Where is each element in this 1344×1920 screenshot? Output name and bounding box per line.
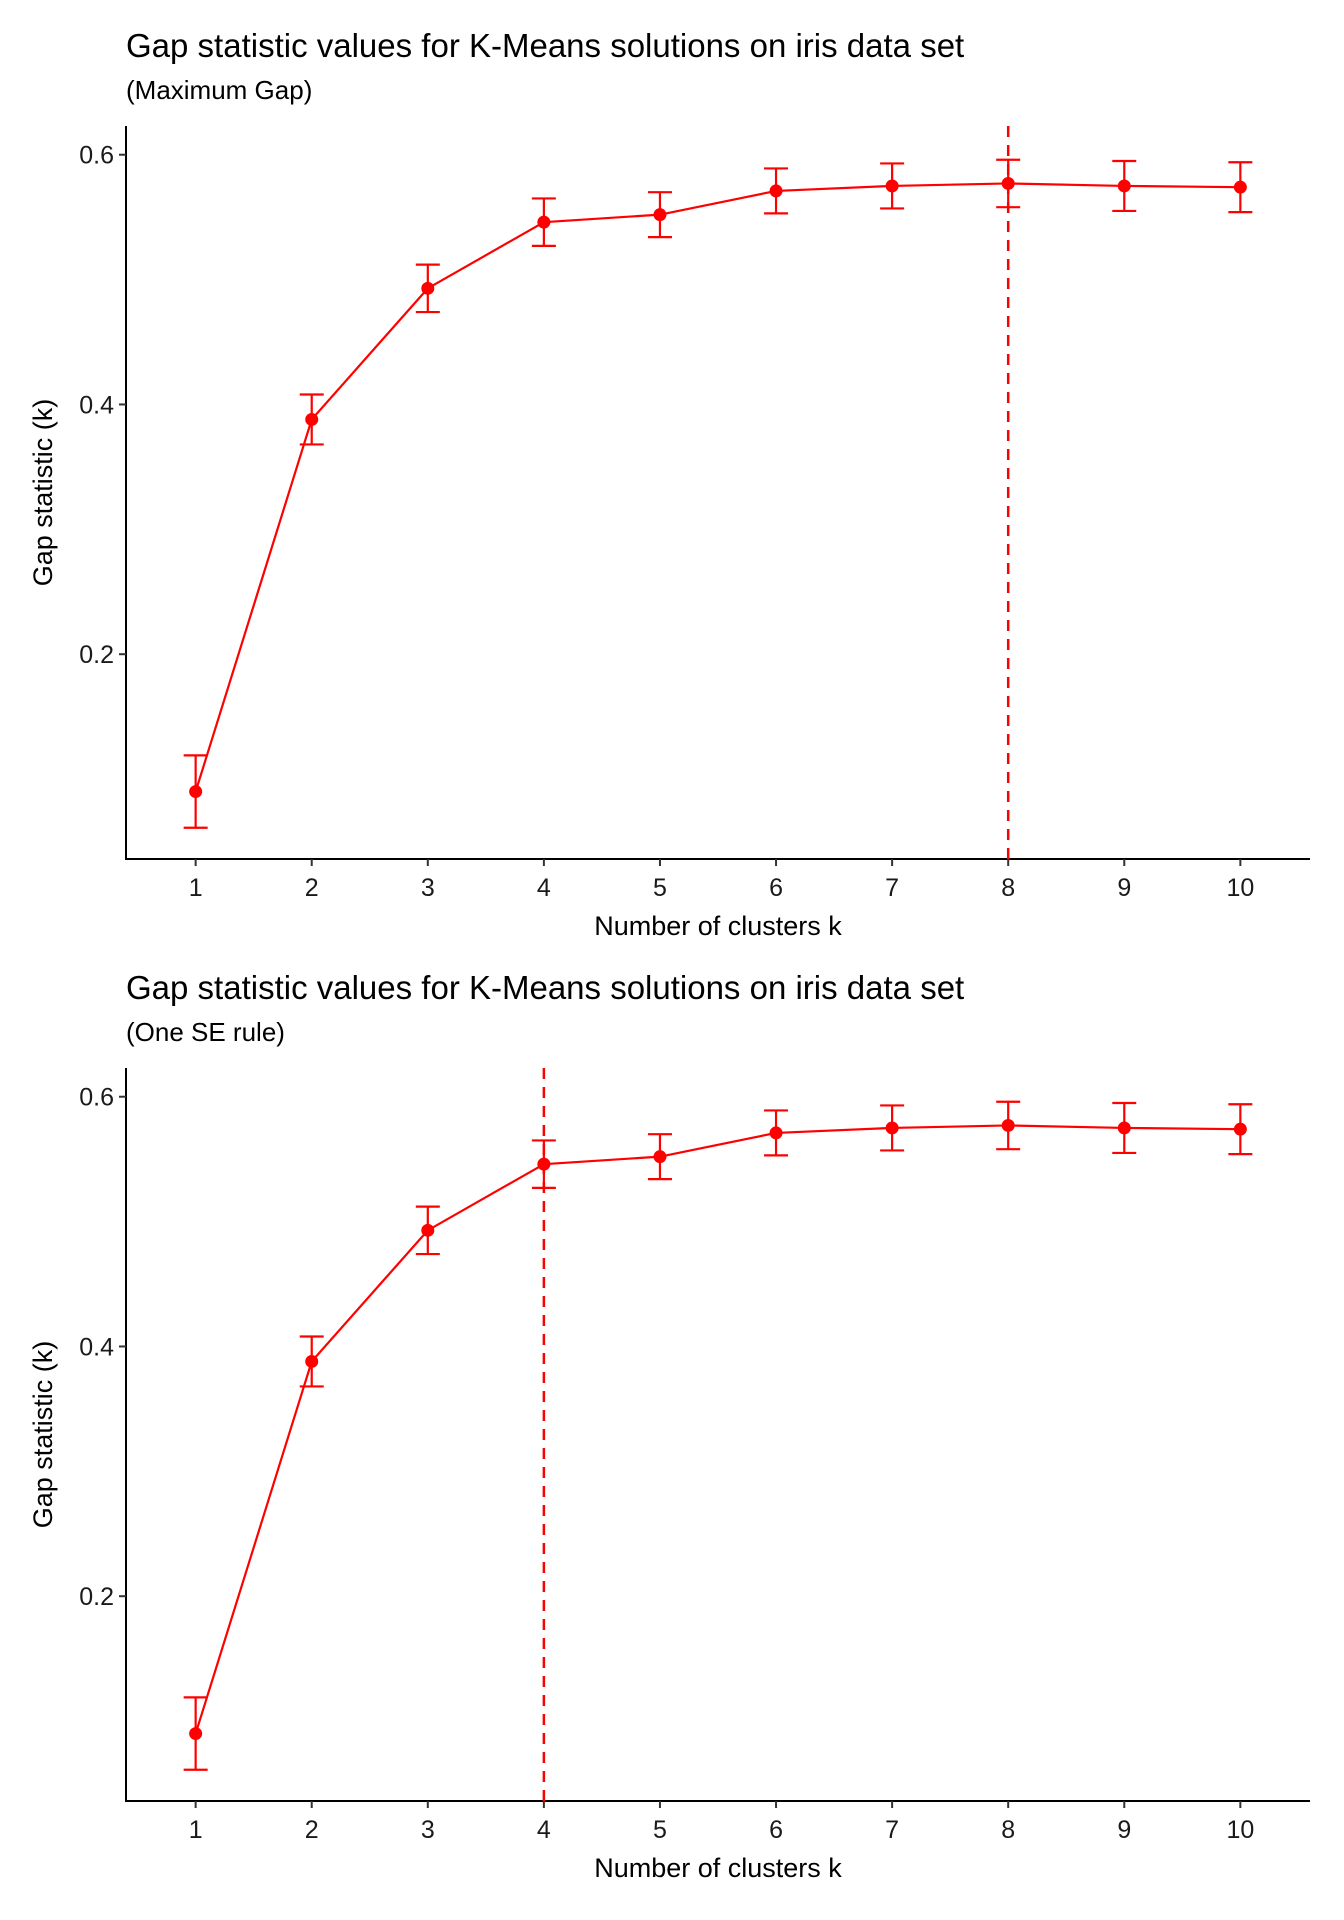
data-point (1001, 1118, 1015, 1132)
x-tick-label: 3 (421, 874, 435, 902)
x-tick-label: 7 (885, 1816, 899, 1844)
chart-title: Gap statistic values for K-Means solutio… (126, 27, 964, 64)
data-point (769, 184, 783, 198)
x-tick-label: 1 (189, 1816, 203, 1844)
x-tick-label: 8 (1001, 1816, 1015, 1844)
y-axis-label: Gap statistic (k) (28, 399, 58, 587)
data-point (1233, 180, 1247, 194)
x-tick-label: 5 (653, 874, 667, 902)
chart-subtitle: (One SE rule) (126, 1017, 285, 1047)
x-tick-label: 4 (537, 1816, 551, 1844)
y-tick-label: 0.4 (79, 391, 114, 419)
data-point (653, 1150, 667, 1164)
chart-panel-2: Gap statistic values for K-Means solutio… (28, 969, 1310, 1883)
y-tick-label: 0.6 (79, 1084, 114, 1112)
x-tick-label: 8 (1001, 874, 1015, 902)
gap-series-line (194, 1124, 1241, 1734)
x-tick-label: 9 (1117, 874, 1131, 902)
chart-subtitle: (Maximum Gap) (126, 75, 312, 105)
x-tick-label: 9 (1117, 1816, 1131, 1844)
x-tick-label: 2 (305, 1816, 319, 1844)
x-tick-label: 5 (653, 1816, 667, 1844)
data-point (421, 281, 435, 295)
chart-title: Gap statistic values for K-Means solutio… (126, 969, 964, 1006)
x-tick-label: 6 (769, 874, 783, 902)
data-point (305, 1354, 319, 1368)
y-tick-label: 0.4 (79, 1333, 114, 1361)
data-point (421, 1223, 435, 1237)
data-point (305, 412, 319, 426)
x-tick-label: 4 (537, 874, 551, 902)
x-axis-label: Number of clusters k (594, 911, 842, 941)
data-point (653, 208, 667, 222)
data-point (537, 215, 551, 229)
chart-panel-1: Gap statistic values for K-Means solutio… (28, 27, 1310, 941)
gap-series-line (194, 182, 1241, 792)
data-point (1001, 176, 1015, 190)
x-axis-label: Number of clusters k (594, 1853, 842, 1883)
x-tick-label: 10 (1226, 1816, 1254, 1844)
data-point (1233, 1122, 1247, 1136)
x-tick-label: 2 (305, 874, 319, 902)
data-point (189, 1727, 203, 1741)
y-tick-label: 0.2 (79, 1583, 114, 1611)
y-tick-label: 0.6 (79, 142, 114, 170)
data-point (1117, 179, 1131, 193)
data-point (537, 1157, 551, 1171)
x-tick-label: 7 (885, 874, 899, 902)
data-point (769, 1126, 783, 1140)
data-point (885, 1121, 899, 1135)
y-tick-label: 0.2 (79, 641, 114, 669)
y-axis-label: Gap statistic (k) (28, 1341, 58, 1529)
x-tick-label: 1 (189, 874, 203, 902)
x-tick-label: 3 (421, 1816, 435, 1844)
x-tick-label: 6 (769, 1816, 783, 1844)
data-point (885, 179, 899, 193)
x-tick-label: 10 (1226, 874, 1254, 902)
data-point (1117, 1121, 1131, 1135)
data-point (189, 785, 203, 799)
